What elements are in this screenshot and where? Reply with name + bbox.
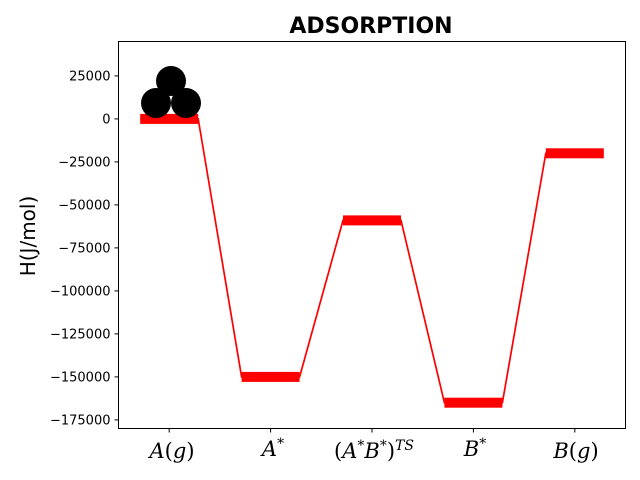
- y-tick-label: −75000: [58, 241, 110, 256]
- x-tick-label-bg: B(g): [552, 439, 598, 463]
- y-axis-ticks: 25000 0 −25000 −50000 −75000 −100000 −125000 −1…: [50, 69, 119, 428]
- svg-text:A*: A*: [260, 436, 284, 461]
- energy-level-bar: [343, 215, 401, 226]
- x-tick-label-bstar: B*: [463, 436, 486, 461]
- y-tick-label: −25000: [58, 155, 110, 170]
- svg-text:A(g): A(g): [147, 439, 194, 463]
- svg-text:(A*B*)TS: (A*B*)TS: [334, 438, 414, 463]
- y-tick-label: −125000: [50, 327, 111, 342]
- x-axis-ticks: A(g) A* (A*B*)TS B* B(g): [147, 428, 599, 463]
- chart-title: ADSORPTION: [289, 14, 452, 39]
- y-tick-label: 0: [102, 112, 110, 127]
- x-tick-label-transition-state: (A*B*)TS: [334, 438, 414, 463]
- y-tick-label: 25000: [69, 69, 110, 84]
- x-tick-label-astar: A*: [260, 436, 284, 461]
- x-tick-label-ag: A(g): [147, 439, 194, 463]
- y-tick-label: −50000: [58, 198, 110, 213]
- y-tick-label: −175000: [50, 413, 111, 428]
- y-tick-label: −100000: [50, 284, 111, 299]
- energy-levels: [140, 113, 604, 408]
- energy-level-bar: [444, 397, 503, 408]
- svg-text:B(g): B(g): [552, 439, 598, 463]
- energy-level-bar: [545, 148, 604, 159]
- y-axis-label: H(J/mol): [16, 196, 40, 277]
- y-tick-label: −150000: [50, 370, 111, 385]
- energy-level-bar: [241, 371, 300, 382]
- series-line: [140, 118, 604, 404]
- svg-text:B*: B*: [463, 436, 486, 461]
- molecule-cluster-icon: [141, 66, 201, 118]
- energy-level-bar: [140, 113, 199, 124]
